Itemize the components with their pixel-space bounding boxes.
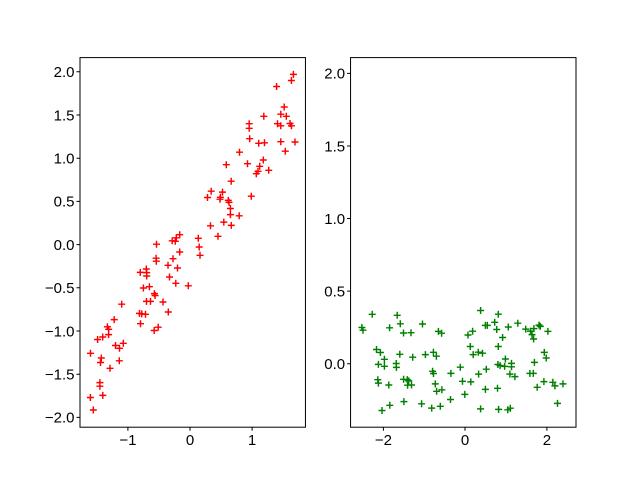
svg-text:−1: −1	[119, 432, 136, 449]
svg-text:0: 0	[461, 432, 469, 449]
svg-text:−0.5: −0.5	[45, 280, 75, 297]
svg-text:0.5: 0.5	[54, 194, 75, 211]
svg-text:0.5: 0.5	[324, 283, 345, 300]
svg-text:1: 1	[248, 432, 256, 449]
svg-text:−1.0: −1.0	[45, 323, 75, 340]
svg-text:2: 2	[543, 432, 551, 449]
svg-text:1.0: 1.0	[324, 211, 345, 228]
svg-text:−2: −2	[375, 432, 392, 449]
svg-text:0: 0	[186, 432, 194, 449]
svg-text:2.0: 2.0	[54, 64, 75, 81]
svg-text:−2.0: −2.0	[45, 410, 75, 427]
svg-text:1.5: 1.5	[54, 107, 75, 124]
svg-text:0.0: 0.0	[324, 356, 345, 373]
svg-text:1.5: 1.5	[324, 138, 345, 155]
svg-text:−1.5: −1.5	[45, 367, 75, 384]
svg-text:2.0: 2.0	[324, 66, 345, 83]
svg-text:1.0: 1.0	[54, 151, 75, 168]
svg-text:0.0: 0.0	[54, 237, 75, 254]
